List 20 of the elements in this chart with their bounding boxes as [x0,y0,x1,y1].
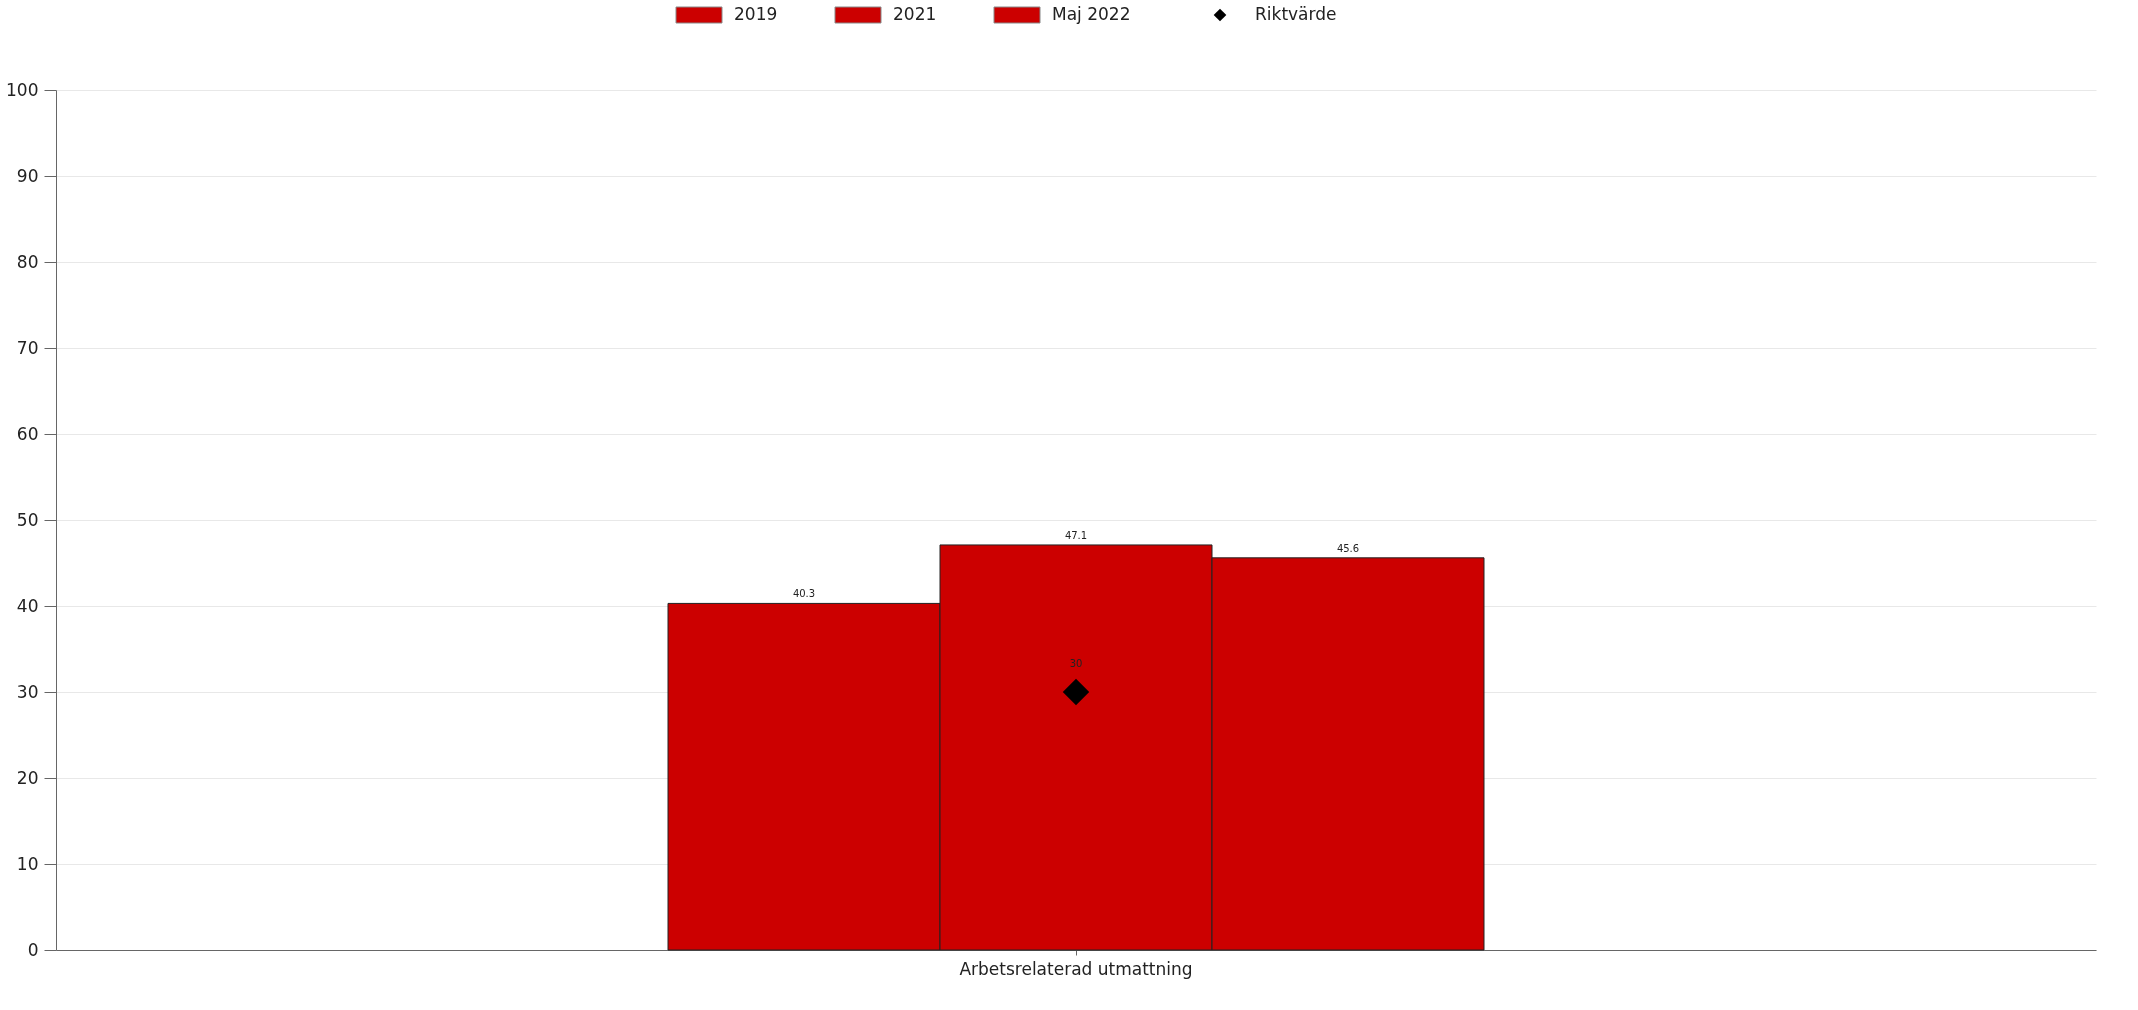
data-label: 40.3 [792,588,816,600]
y-tick-label: 20 [16,767,39,788]
y-tick-label: 10 [16,853,39,874]
data-label: 47.1 [1064,529,1088,541]
x-tick-label: Arbetsrelaterad utmattning [959,958,1193,979]
y-tick-label: 60 [16,423,39,444]
data-label: 30 [1069,658,1083,669]
legend-label: Maj 2022 [1052,4,1131,24]
legend-label: Riktvärde [1255,4,1337,24]
y-tick-label: 30 [16,681,39,702]
y-tick-label: 90 [16,165,39,186]
legend-label: 2021 [893,4,937,24]
data-label: 45.6 [1336,542,1360,554]
y-tick-label: 0 [27,939,39,960]
y-tick-label: 100 [6,79,39,100]
legend-label: 2019 [734,4,778,24]
y-tick-label: 80 [16,251,39,272]
y-tick-label: 70 [16,337,39,358]
y-tick-label: 40 [16,595,39,616]
y-tick-label: 50 [16,509,39,530]
